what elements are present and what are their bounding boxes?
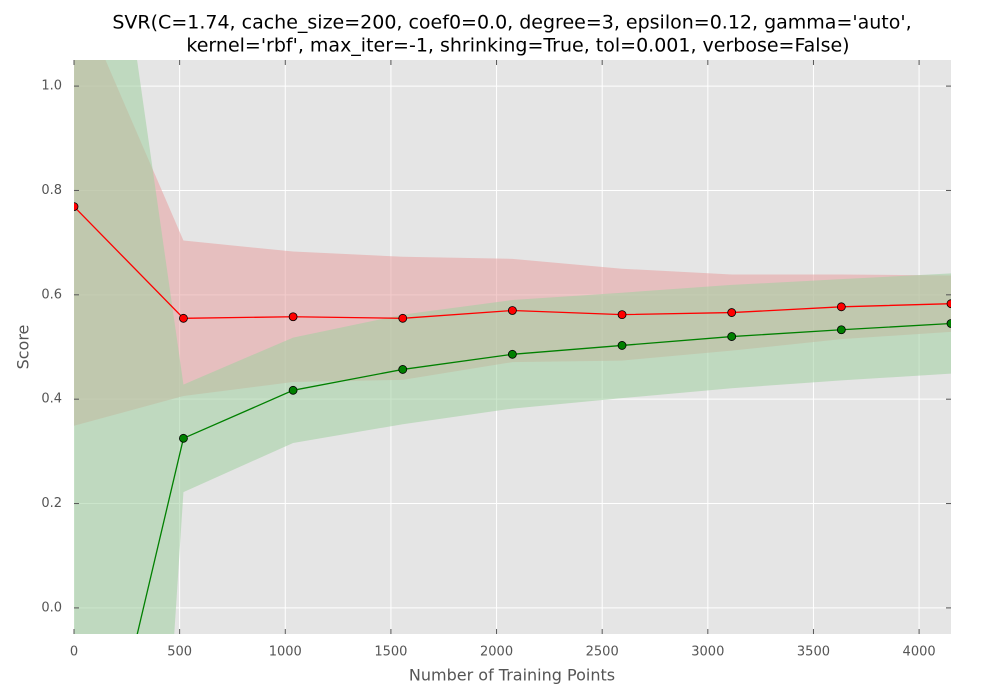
x-tick-label: 4000 — [903, 645, 936, 660]
y-tick-label: 0.4 — [41, 392, 62, 407]
x-tick-label: 3500 — [797, 645, 830, 660]
chart-title: kernel='rbf', max_iter=-1, shrinking=Tru… — [186, 35, 849, 57]
x-axis-label: Number of Training Points — [409, 666, 615, 685]
score-point — [179, 313, 188, 323]
score-point — [398, 365, 408, 374]
plot-area — [74, 60, 951, 634]
x-tick-label: 2000 — [480, 645, 513, 660]
chart-title: SVR(C=1.74, cache_size=200, coef0=0.0, d… — [112, 12, 911, 34]
score-point — [288, 385, 298, 395]
x-tick-label: 3000 — [691, 645, 724, 660]
score-point — [74, 202, 79, 212]
score-point — [507, 349, 517, 359]
score-point — [398, 313, 408, 323]
x-tick-label: 1000 — [269, 645, 302, 660]
x-tick-label: 500 — [167, 645, 192, 660]
y-tick-label: 1.0 — [41, 79, 62, 94]
x-tick-label: 2500 — [586, 645, 619, 660]
y-tick-label: 0.6 — [41, 287, 62, 302]
score-point — [836, 302, 846, 312]
score-point — [836, 325, 846, 335]
y-tick-label: 0.2 — [41, 496, 62, 511]
score-point — [507, 306, 517, 315]
score-point — [946, 319, 951, 328]
y-axis-label: Score — [14, 325, 33, 370]
score-point — [288, 312, 298, 322]
score-band — [74, 60, 951, 634]
y-tick-label: 0.0 — [41, 600, 62, 615]
score-point — [727, 308, 737, 317]
x-tick-label: 1500 — [374, 645, 407, 660]
score-point — [617, 341, 627, 350]
grid — [73, 60, 951, 634]
score-point — [179, 433, 188, 443]
score-point — [727, 332, 737, 341]
score-point — [946, 299, 951, 309]
score-point — [617, 310, 627, 320]
x-tick-label: 0 — [70, 645, 78, 660]
y-tick-label: 0.8 — [41, 183, 62, 198]
